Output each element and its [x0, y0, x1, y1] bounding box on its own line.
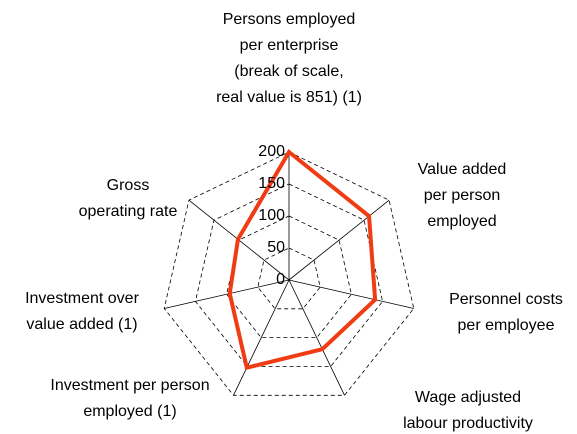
- spoke: [288, 279, 345, 396]
- series: [227, 148, 378, 371]
- tick-label: 0: [276, 271, 285, 288]
- grid-ring: [163, 151, 415, 396]
- axis-label-line: real value is 851) (1): [216, 89, 362, 106]
- axis-label-line: Investment per person: [50, 377, 209, 394]
- spoke: [288, 199, 390, 281]
- grid-ring: [194, 183, 384, 367]
- spoke: [233, 279, 290, 396]
- spoke: [288, 279, 414, 309]
- axis-label-line: Persons employed: [223, 11, 356, 28]
- axis-label-line: value added (1): [26, 316, 137, 333]
- axis-label-line: Investment over: [25, 290, 140, 307]
- tick-label: 50: [267, 239, 285, 256]
- tick-label: 100: [258, 207, 285, 224]
- tick-label: 200: [258, 143, 285, 160]
- axis-label: Personnel costs per employee: [449, 291, 563, 334]
- tick-label: 150: [258, 175, 285, 192]
- axis-label: Investment per person employed (1): [50, 377, 209, 420]
- axis-label-line: Value added: [418, 161, 507, 178]
- axis-label-line: labour productivity: [403, 415, 533, 432]
- axis-label: Wage adjusted labour productivity: [403, 389, 533, 432]
- grid-ring: [257, 247, 321, 310]
- axis-label-line: Gross: [107, 177, 150, 194]
- axis-label-line: per enterprise: [240, 37, 339, 54]
- axis-label: Investment over value added (1): [25, 290, 140, 333]
- axis-label-line: (break of scale,: [234, 63, 343, 80]
- axis-label: Value added per person employed: [418, 161, 507, 230]
- axis-label: Persons employed per enterprise (break of …: [216, 11, 362, 106]
- axis-label: Gross operating rate: [79, 177, 178, 220]
- axis-label-line: Personnel costs: [449, 291, 563, 308]
- axis-label-line: Wage adjusted: [415, 389, 521, 406]
- data-line: [227, 148, 378, 371]
- axis-label-line: per employee: [458, 317, 555, 334]
- axis-label-line: employed (1): [83, 403, 176, 420]
- axis-label-line: per person: [424, 187, 501, 204]
- spoke: [164, 279, 290, 309]
- axis-label-line: employed: [427, 213, 496, 230]
- axis-label-line: operating rate: [79, 203, 178, 220]
